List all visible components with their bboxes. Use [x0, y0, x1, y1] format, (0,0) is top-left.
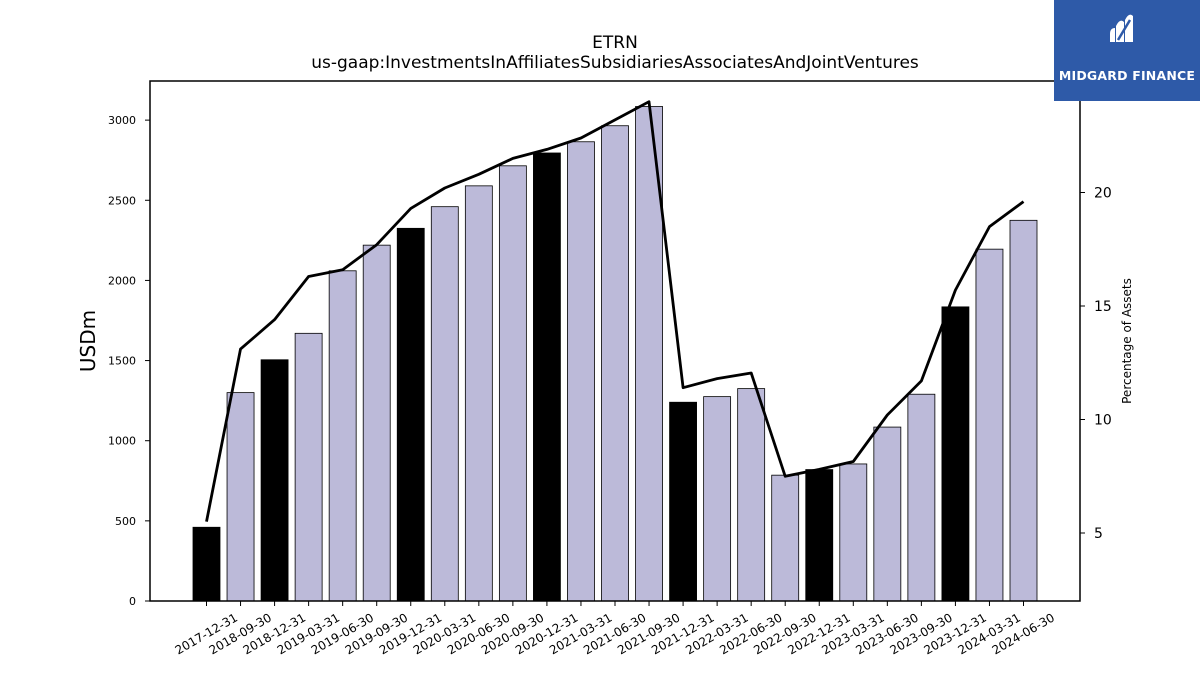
bar: [328, 270, 357, 602]
bar: [839, 463, 868, 602]
bar: [226, 392, 255, 602]
y-tick-label: 2000: [108, 274, 136, 287]
logo-text: MIDGARD FINANCE: [1058, 68, 1196, 83]
bar: [771, 474, 800, 602]
bar: [294, 332, 323, 602]
y2-tick-label: 20: [1094, 186, 1112, 202]
bar: [601, 125, 629, 602]
y-tick-label: 1500: [108, 355, 136, 368]
series-line: [205, 100, 1025, 522]
bar: [533, 152, 561, 602]
chart-subtitle: us-gaap:InvestmentsInAffiliatesSubsidiar…: [311, 53, 919, 73]
bar: [260, 359, 289, 602]
bar: [464, 185, 493, 602]
bar: [873, 426, 902, 602]
chart-title: ETRN: [592, 33, 638, 53]
brand-logo: MIDGARD FINANCE: [1054, 0, 1200, 101]
bar: [498, 165, 527, 602]
y2-tick-label: 5: [1094, 526, 1103, 542]
bar: [805, 469, 834, 602]
y-tick-label: 1000: [108, 435, 136, 448]
bar: [737, 388, 766, 602]
y-axis-label: USDm: [76, 310, 100, 372]
bar: [975, 248, 1004, 602]
bar: [430, 206, 459, 602]
y2-axis-label: Percentage of Assets: [1120, 278, 1134, 404]
logo-mark-icon: [1110, 14, 1133, 42]
bar: [567, 141, 595, 602]
bar: [907, 393, 936, 602]
y-tick-label: 3000: [108, 114, 136, 127]
bar: [1009, 219, 1038, 602]
y2-tick-label: 10: [1094, 413, 1112, 429]
bar: [362, 244, 391, 602]
y-tick-label: 500: [115, 515, 136, 528]
bar: [703, 396, 732, 602]
y-tick-label: 0: [129, 595, 136, 608]
bar: [192, 526, 221, 602]
y-tick-label: 2500: [108, 194, 136, 207]
y2-tick-label: 15: [1094, 299, 1112, 315]
bar: [396, 227, 425, 602]
bar: [941, 306, 970, 602]
bar: [669, 401, 697, 602]
